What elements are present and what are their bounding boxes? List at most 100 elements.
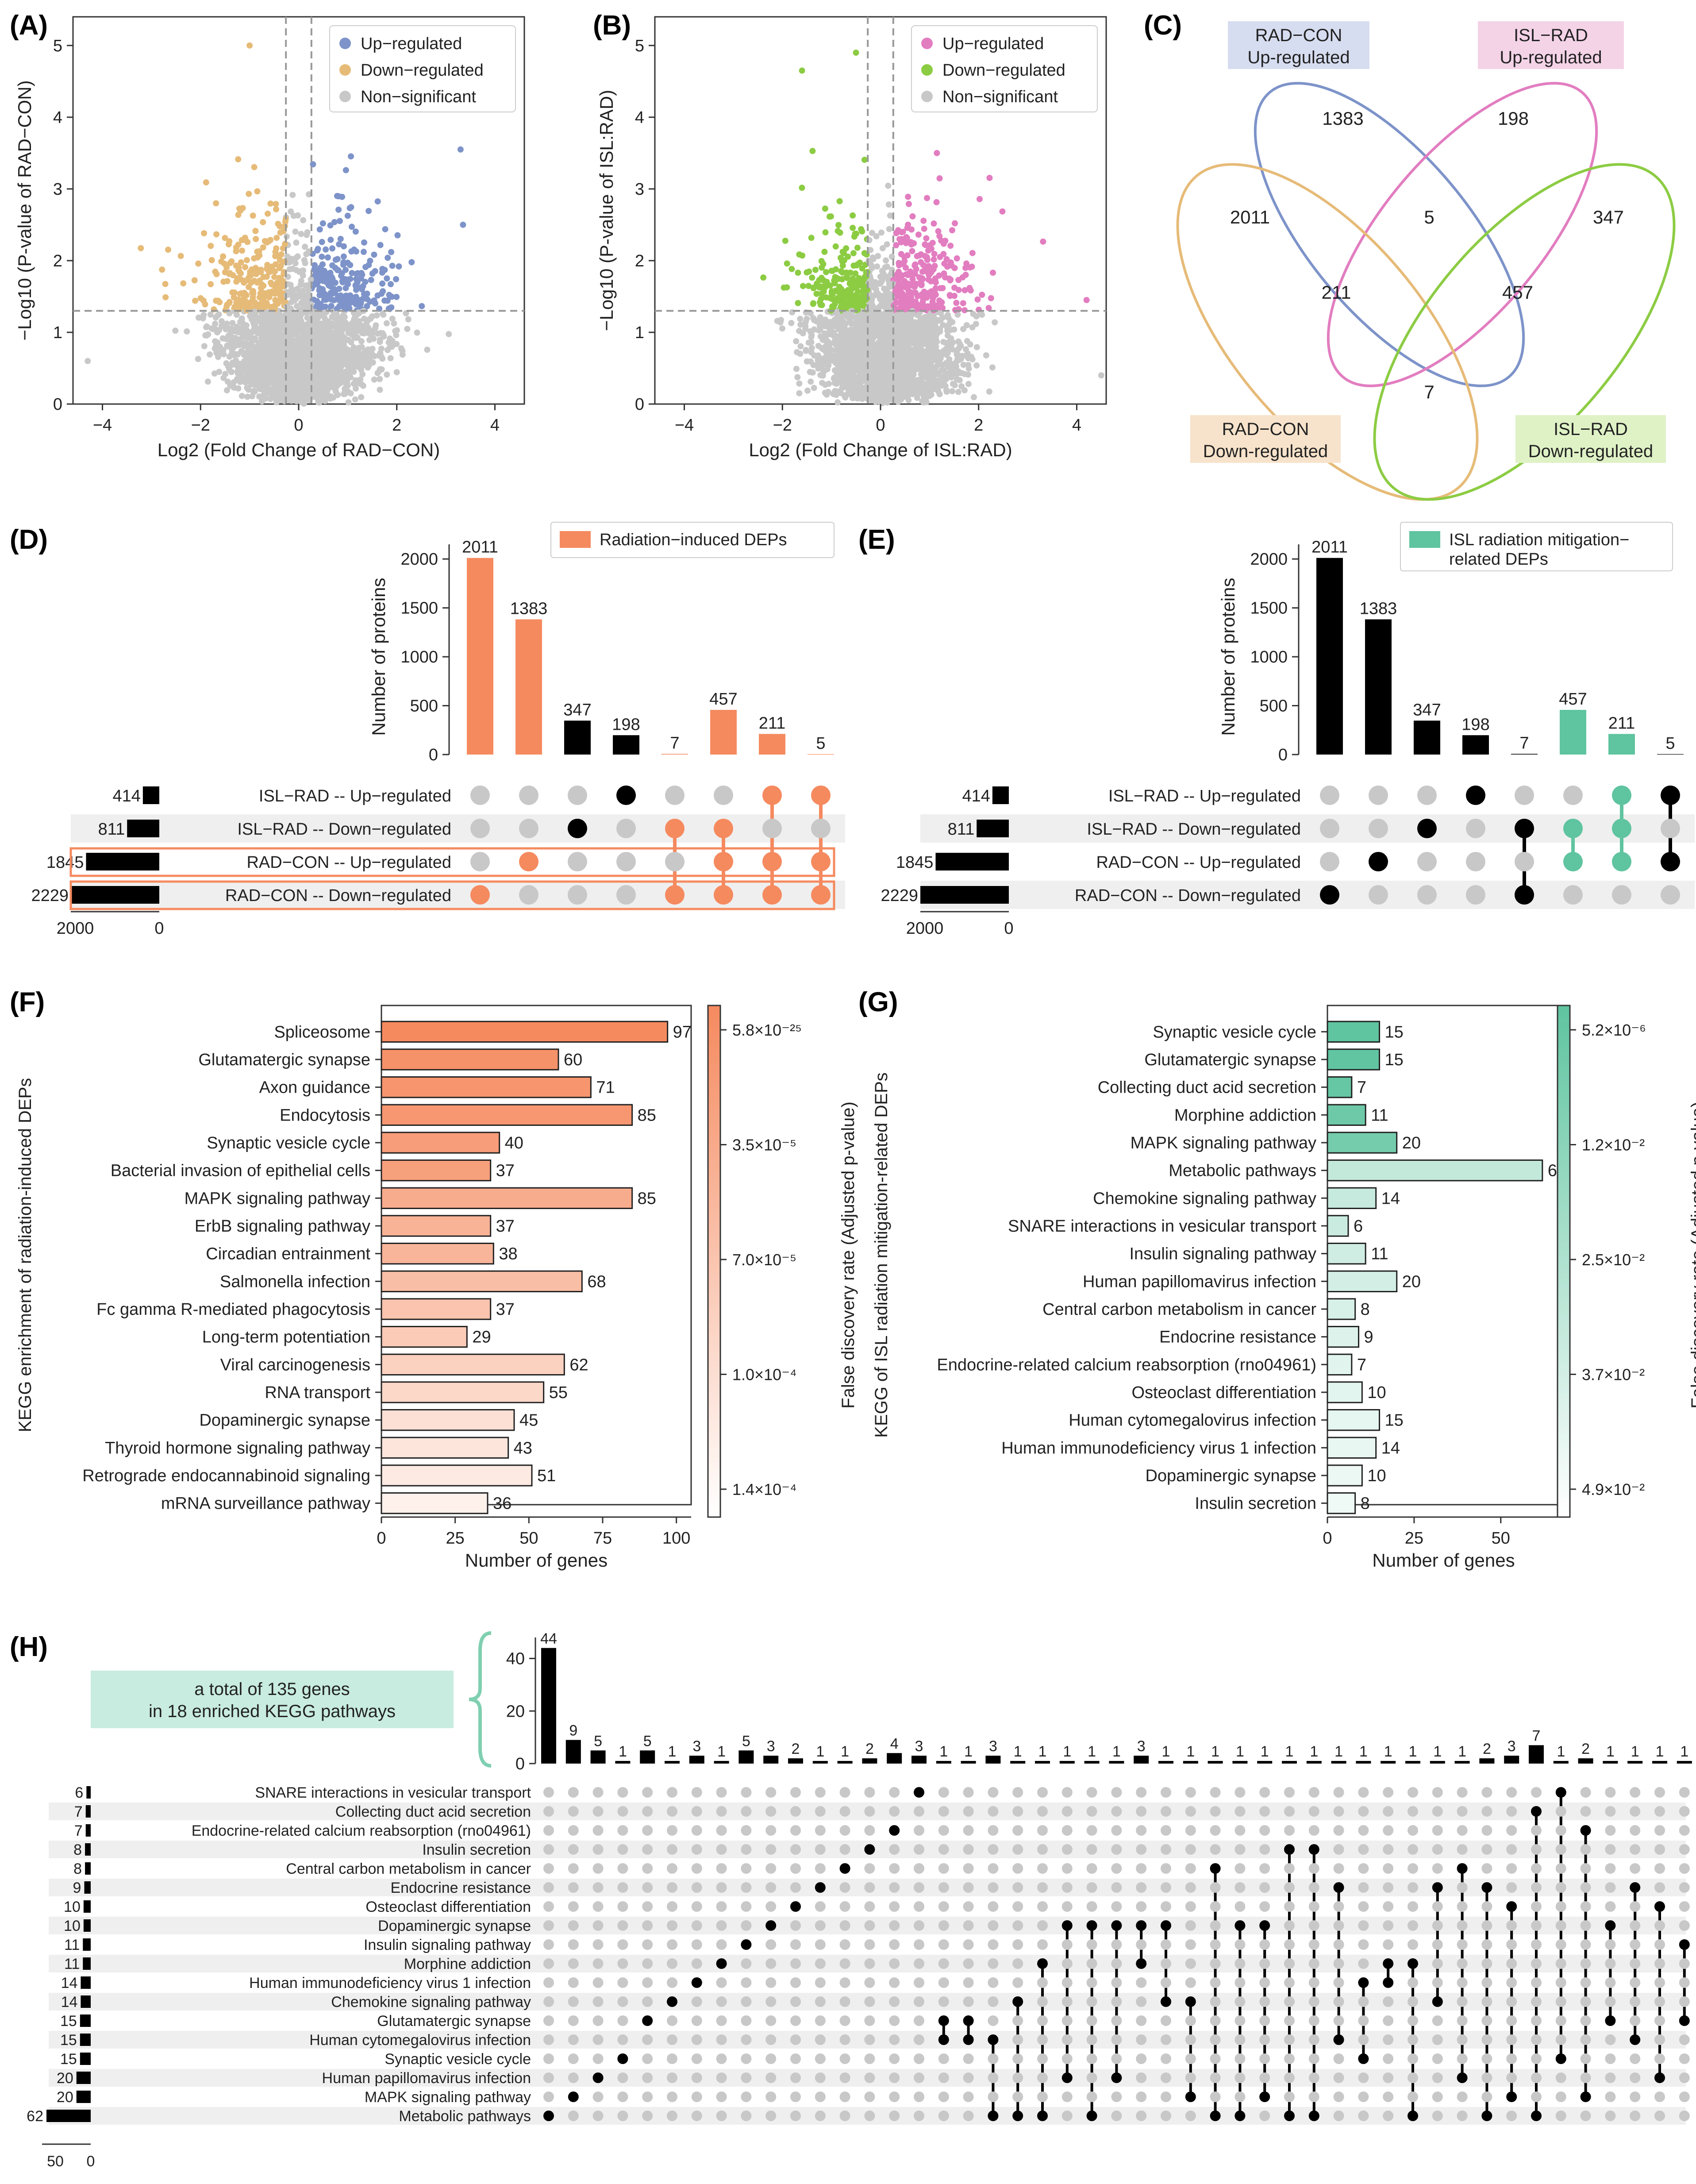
point-down [226,238,233,245]
y-tick-label: 2 [53,252,62,270]
point-down [253,236,259,243]
legend-label: Up−regulated [361,35,462,53]
point-up [323,296,329,302]
point-ns [330,355,337,362]
point-ns [273,370,280,377]
point-ns [951,326,958,333]
point-ns [387,344,393,351]
point-up [928,303,935,309]
point-ns [921,339,928,346]
point-ns [916,385,923,391]
point-up [319,239,325,245]
point-ns [949,319,956,325]
point-ns [377,386,383,393]
point-down [239,247,246,254]
point-ns [352,396,358,403]
point-ns [877,330,884,336]
x-tick-label: 0 [294,416,303,435]
y-tick-label: 5 [53,37,62,55]
point-ns [267,389,273,395]
point-ns [218,323,225,329]
panel-label-f: (F) [10,987,45,1017]
point-up [320,277,327,284]
point-ns [287,392,294,399]
point-down [208,281,214,288]
point-ns [808,334,815,340]
point-down [273,206,280,212]
point-ns [286,266,293,273]
point-ns [220,347,227,353]
point-down [258,284,265,291]
point-up [316,303,323,310]
point-ns [963,322,970,328]
point-down [201,230,208,237]
point-ns [938,382,944,389]
point-ns [312,325,318,331]
point-ns [989,364,996,371]
legend-marker [339,64,351,76]
point-ns [223,387,230,393]
point-ns [888,323,895,329]
point-up [920,262,927,268]
point-up [364,296,370,302]
point-up [900,228,906,235]
point-up [329,278,335,285]
point-ns [237,378,243,385]
point-up [322,291,328,297]
point-up [988,295,994,301]
point-down [805,283,812,289]
point-ns [336,354,343,360]
point-up [323,246,329,253]
point-ns [896,322,903,329]
point-down [788,266,795,272]
point-down [224,278,231,285]
point-ns [219,335,226,342]
point-down [822,205,828,212]
point-up [920,217,927,224]
point-ns [879,245,886,251]
point-up [967,264,973,271]
point-down [162,294,169,300]
point-down [159,266,165,273]
point-ns [315,390,322,397]
point-up [932,285,939,292]
point-ns [204,323,210,330]
point-ns [869,265,875,272]
point-up [325,282,332,289]
point-ns [325,393,332,400]
point-ns [361,323,367,330]
point-up [389,262,396,269]
point-ns [315,373,322,380]
point-down [810,284,817,291]
point-ns [797,321,804,328]
point-ns [919,353,925,360]
point-down [271,273,278,280]
point-up [924,257,931,263]
point-up [937,254,943,260]
point-ns [398,345,404,352]
point-ns [851,345,858,352]
point-down [208,243,214,249]
point-up [358,275,364,282]
point-up [362,278,369,285]
point-ns [272,328,278,335]
point-up [337,235,344,242]
point-ns [308,392,315,399]
point-ns [269,357,276,364]
point-ns [268,321,275,328]
point-up [352,228,359,235]
point-ns [292,260,299,266]
point-down [812,266,819,273]
point-ns [237,369,244,376]
point-ns [286,381,292,388]
point-down [235,241,242,248]
point-ns [256,376,263,382]
point-ns [337,359,344,366]
point-up [915,231,922,238]
point-ns [277,326,284,332]
point-up [394,232,401,239]
point-up [896,275,902,282]
point-up [319,220,326,227]
point-up [969,250,976,256]
point-ns [322,398,328,404]
